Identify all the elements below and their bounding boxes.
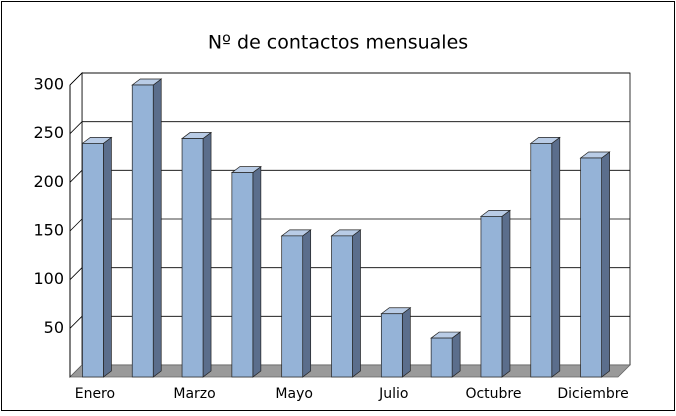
grid-line-side bbox=[69, 72, 83, 86]
y-tick-label: 200 bbox=[33, 172, 64, 191]
bar-side bbox=[202, 131, 212, 378]
y-tick-label: 50 bbox=[44, 318, 64, 337]
y-tick-label: 100 bbox=[33, 269, 64, 288]
bar-side bbox=[551, 136, 561, 378]
bar-side bbox=[451, 331, 461, 378]
bar bbox=[430, 337, 453, 378]
bar-side bbox=[501, 209, 511, 378]
grid-line-side bbox=[69, 170, 83, 183]
bar bbox=[131, 84, 154, 378]
bar-side bbox=[352, 229, 361, 378]
bar bbox=[580, 157, 602, 378]
bar-side bbox=[302, 229, 312, 378]
x-tick-label: Diciembre bbox=[557, 386, 628, 402]
bar bbox=[82, 143, 104, 378]
bar bbox=[331, 235, 353, 378]
bar-side bbox=[103, 136, 112, 378]
bar-side bbox=[252, 165, 262, 378]
grid-line-side bbox=[69, 218, 83, 232]
grid-line-side bbox=[69, 316, 83, 329]
chart-title: Nº de contactos mensuales bbox=[208, 32, 468, 54]
bar bbox=[181, 138, 204, 378]
bar bbox=[530, 143, 553, 378]
x-tick-label: Enero bbox=[75, 386, 115, 402]
x-tick-label: Octubre bbox=[465, 386, 521, 402]
bar-side bbox=[401, 307, 411, 378]
x-tick-label: Marzo bbox=[173, 386, 215, 402]
bar bbox=[480, 216, 503, 378]
bar-side bbox=[152, 78, 162, 378]
bar bbox=[231, 172, 254, 378]
y-tick-label: 150 bbox=[33, 221, 64, 240]
y-tick-label: 250 bbox=[33, 123, 64, 142]
y-tick-label: 300 bbox=[33, 75, 64, 94]
bar bbox=[281, 235, 304, 378]
grid-line-side bbox=[69, 267, 83, 280]
x-tick-label: Mayo bbox=[275, 386, 313, 402]
grid-line-side bbox=[69, 121, 83, 134]
bar bbox=[380, 313, 403, 378]
bar-side bbox=[601, 151, 610, 378]
x-tick-label: Julio bbox=[378, 386, 408, 402]
